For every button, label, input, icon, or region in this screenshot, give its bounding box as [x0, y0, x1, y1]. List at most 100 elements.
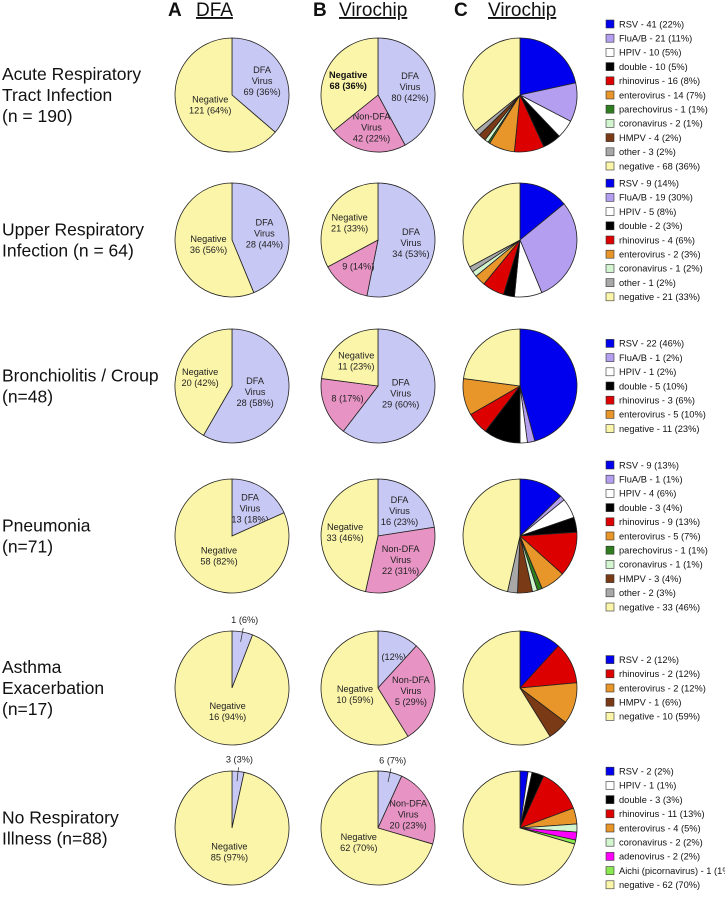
virochip-pie-label: Virus — [390, 555, 411, 565]
legend-swatch — [605, 221, 615, 231]
virochip-pie-slice-non-dfa — [333, 94, 406, 153]
virochip-pie-label: Non-DFA — [392, 675, 431, 685]
legend-entry: RSV - 22 (46%) — [619, 339, 684, 349]
legend-entry: double - 5 (10%) — [619, 381, 688, 391]
legend-swatch — [605, 460, 615, 470]
legend-entry: enterovirus - 5 (10%) — [619, 410, 706, 420]
legend-swatch — [605, 866, 615, 875]
legend-entry: rhinovirus - 9 (13%) — [619, 517, 700, 527]
virochip-pie-slice-non-dfa — [365, 526, 436, 594]
row-label: (n=17) — [2, 699, 53, 719]
dfa-pie-label: 58 (82%) — [200, 557, 237, 567]
virochip-detail-pie-slice-negative — [463, 328, 521, 387]
legend-swatch — [605, 62, 615, 71]
legend-swatch — [605, 880, 615, 890]
legend-entry: negative - 33 (46%) — [619, 602, 700, 612]
virochip-pie-label: Virus — [390, 389, 411, 399]
dfa-pie-label: 121 (64%) — [189, 106, 231, 116]
legend-swatch — [605, 381, 615, 391]
legend-entry: RSV - 9 (14%) — [619, 179, 679, 189]
legend-entry: rhinovirus - 11 (13%) — [619, 809, 705, 819]
legend-entry: parechovirus - 1 (1%) — [619, 546, 708, 556]
virochip-pie-label: 20 (23%) — [389, 820, 426, 830]
dfa-pie-label: Virus — [252, 76, 273, 86]
legend-entry: FluA/B - 1 (2%) — [619, 353, 683, 363]
virochip-pie-label: 29 (60%) — [382, 400, 419, 410]
virochip-pie-label: Non-DFA — [382, 544, 421, 554]
legend-entry: FluA/B - 21 (11%) — [619, 34, 692, 44]
legend-swatch — [605, 104, 615, 114]
dfa-pie-label: 69 (36%) — [243, 87, 280, 97]
legend-swatch — [605, 193, 615, 202]
virochip-pie-slice-negative — [320, 182, 379, 268]
legend-swatch — [605, 90, 615, 100]
dfa-pie-slice-dfa — [231, 182, 290, 294]
dfa-pie-label: DFA — [255, 218, 274, 228]
legend-swatch — [605, 19, 615, 29]
virochip-pie-label: 2 (12%) — [374, 652, 406, 662]
virochip-pie-label: Negative — [338, 351, 374, 361]
dfa-pie-label: 28 (58%) — [236, 398, 273, 408]
virochip-pie-label: 68 (36%) — [330, 81, 367, 91]
dfa-pie-label: Virus — [240, 503, 261, 513]
legend-entry: enterovirus - 5 (7%) — [619, 531, 701, 541]
virochip-pie-label: DFA — [392, 378, 411, 388]
row-label: (n=71) — [2, 537, 53, 557]
legend-entry: negative - 68 (36%) — [619, 161, 700, 171]
legend-entry: HMPV - 1 (6%) — [619, 698, 682, 708]
virochip-detail-pie-slice-negative — [462, 182, 521, 268]
virochip-pie-slice-negative — [320, 478, 379, 593]
dfa-pie-label: Virus — [254, 229, 275, 239]
virochip-pie-label: Virus — [398, 809, 419, 819]
legend-swatch — [605, 574, 615, 583]
virochip-pie-slice-dfa — [342, 328, 436, 444]
dfa-pie-label: 3 (3%) — [226, 754, 253, 764]
virochip-pie-label: Negative — [327, 522, 363, 532]
virochip-detail-pie-slice-negative — [462, 770, 576, 886]
legend-swatch — [605, 697, 615, 707]
legend-entry: Aichi (picornavirus) - 1 (1%) — [619, 866, 725, 876]
virochip-pie-label: Negative — [341, 832, 377, 842]
virochip-pie-label: DFA — [402, 227, 421, 237]
column-b-title: Virochip — [339, 0, 407, 21]
legend-swatch — [605, 503, 615, 512]
dfa-pie-label: DFA — [241, 492, 260, 502]
legend-entry: coronavirus - 1 (2%) — [619, 264, 703, 274]
legend-entry: HMPV - 3 (4%) — [619, 574, 682, 584]
virochip-pie-label: Virus — [400, 82, 421, 92]
row-label: Tract Infection — [2, 85, 112, 105]
legend-entry: double - 3 (4%) — [619, 503, 683, 513]
legend-entry: HMPV - 4 (2%) — [619, 133, 682, 143]
dfa-pie-label: 1 (6%) — [231, 615, 258, 625]
legend-swatch — [605, 655, 615, 664]
dfa-pie-slice-negative — [174, 478, 290, 594]
legend-swatch — [605, 147, 615, 157]
dfa-pie-label: Negative — [209, 701, 245, 711]
virochip-pie-label: Virus — [389, 506, 410, 516]
legend-entry: rhinovirus - 2 (12%) — [619, 669, 700, 679]
virochip-pie-slice-dfa — [377, 37, 436, 146]
dfa-pie-slice-dfa — [231, 37, 290, 133]
row-label: Bronchiolitis / Croup — [2, 366, 159, 386]
virochip-pie-slice-non-dfa — [320, 378, 379, 432]
legend-swatch — [605, 489, 615, 498]
dfa-pie-leader-line — [240, 627, 244, 642]
virochip-pie-label: 5 (29%) — [395, 697, 427, 707]
legend-swatch — [605, 823, 615, 833]
legend-entry: enterovirus - 4 (5%) — [619, 823, 701, 833]
row-label: No Respiratory — [2, 808, 119, 828]
virochip-detail-pie-slice-rsv — [519, 328, 578, 442]
legend-swatch — [605, 133, 615, 142]
dfa-pie-label: 20 (42%) — [181, 378, 218, 388]
legend-swatch — [605, 339, 615, 348]
dfa-pie-slice-negative — [174, 37, 276, 153]
legend-swatch — [605, 545, 615, 555]
virochip-pie-label: Non-DFA — [353, 111, 392, 121]
legend-swatch — [605, 410, 615, 419]
legend-swatch — [605, 264, 615, 273]
legend-entry: parechovirus - 1 (1%) — [619, 105, 708, 115]
dfa-pie-slice-negative — [174, 182, 255, 298]
virochip-pie-label: 22 (31%) — [382, 566, 419, 576]
virochip-pie-slice-non-dfa — [327, 239, 379, 297]
